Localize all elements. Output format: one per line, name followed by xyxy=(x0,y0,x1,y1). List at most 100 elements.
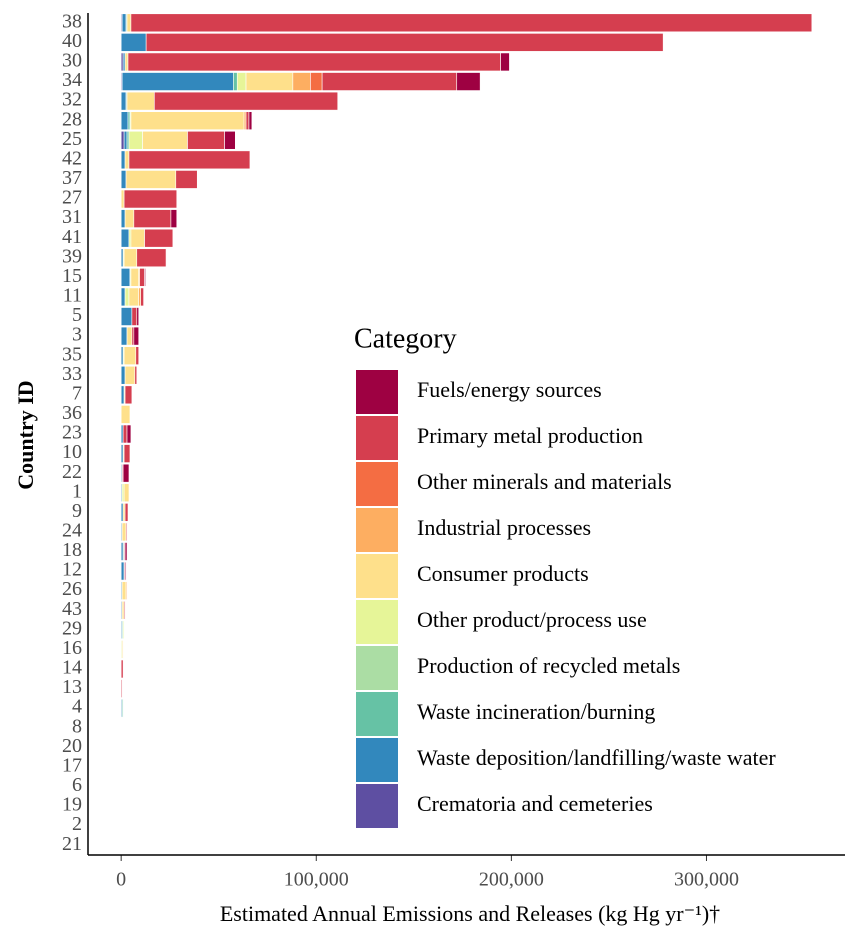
legend-title: Category xyxy=(354,323,457,354)
y-tick-label: 18 xyxy=(62,539,82,561)
y-tick-label: 40 xyxy=(62,30,82,52)
bar-segment xyxy=(130,111,245,131)
y-tick-label: 17 xyxy=(62,754,82,776)
y-tick-label: 5 xyxy=(72,304,82,326)
legend-label: Waste incineration/burning xyxy=(417,699,655,724)
y-tick-label: 1 xyxy=(72,480,82,502)
bar-segment xyxy=(121,581,127,600)
bar-segment xyxy=(124,209,135,228)
legend-label: Other minerals and materials xyxy=(417,469,672,494)
bar-segment xyxy=(123,444,131,463)
bar-segment xyxy=(124,365,136,385)
legend-swatch xyxy=(356,554,398,598)
bar-segment xyxy=(175,170,198,189)
legend-label: Consumer products xyxy=(417,561,589,586)
bar-segment xyxy=(233,72,238,91)
bar-segment xyxy=(456,72,481,91)
x-tick-label: 100,000 xyxy=(284,869,349,891)
bar-segment xyxy=(121,640,124,659)
bar-segment xyxy=(121,13,127,33)
bar-segment xyxy=(154,91,339,111)
bar-segment xyxy=(123,248,138,268)
bar-segment xyxy=(121,522,127,542)
bar-segment xyxy=(142,130,188,150)
bar-segment xyxy=(121,72,234,91)
y-tick-label: 6 xyxy=(72,774,82,796)
bar-segment xyxy=(124,561,127,581)
bar-segment xyxy=(140,287,144,307)
y-tick-label: 13 xyxy=(62,676,82,698)
bar-segment xyxy=(187,130,225,150)
bar-segment xyxy=(120,307,133,326)
y-tick-label: 30 xyxy=(62,50,82,72)
y-tick-label: 3 xyxy=(72,324,82,346)
bar-segment xyxy=(245,72,294,91)
x-axis-label: Estimated Annual Emissions and Releases … xyxy=(220,901,720,926)
bar-segment xyxy=(128,150,251,170)
bar-segment xyxy=(122,424,128,444)
bar-segment xyxy=(120,130,125,150)
bar-segment xyxy=(128,130,143,150)
bar-segment xyxy=(125,581,128,600)
bar-segment xyxy=(122,620,125,640)
bar-segment xyxy=(124,503,129,522)
bar-segment xyxy=(136,307,140,326)
y-tick-label: 43 xyxy=(62,598,82,620)
bar-segment xyxy=(120,91,127,111)
bar-segment xyxy=(123,130,128,150)
bar-segment xyxy=(500,52,510,72)
bar-segment xyxy=(124,52,129,72)
x-tick-label: 200,000 xyxy=(479,869,544,891)
bar-segment xyxy=(133,209,172,228)
bar-segment xyxy=(126,91,155,111)
bar-segment xyxy=(120,659,124,679)
bar-segment xyxy=(124,287,130,307)
legend-label: Waste deposition/landfilling/waste water xyxy=(417,745,776,770)
y-tick-label: 9 xyxy=(72,500,82,522)
bar-segment xyxy=(120,189,125,209)
legend-label: Primary metal production xyxy=(417,423,643,448)
y-tick-label: 27 xyxy=(62,187,82,209)
bar-segment xyxy=(321,72,458,91)
y-tick-label: 19 xyxy=(62,794,82,816)
bar-segment xyxy=(125,522,128,542)
bar-segment xyxy=(120,365,126,385)
legend-label: Production of recycled metals xyxy=(417,653,680,678)
bar-segment xyxy=(131,307,138,326)
legend-swatch xyxy=(356,370,398,414)
bar-segment xyxy=(126,326,133,346)
y-tick-label: 4 xyxy=(72,696,82,718)
bar-segment xyxy=(123,600,126,620)
y-tick-label: 29 xyxy=(62,617,82,639)
bar-segment xyxy=(292,72,311,91)
legend-swatch xyxy=(356,738,398,782)
bar-segment xyxy=(134,365,138,385)
bar-segment xyxy=(136,248,167,268)
bar-segment xyxy=(133,326,140,346)
bar-segment xyxy=(144,268,146,287)
bar-segment xyxy=(170,209,178,228)
legend-swatch xyxy=(356,784,398,828)
bar-segment xyxy=(130,228,145,248)
bar-segment xyxy=(245,111,250,131)
y-tick-label: 15 xyxy=(62,265,82,287)
bar-segment xyxy=(124,385,133,405)
y-tick-label: 10 xyxy=(62,441,82,463)
bar-segment xyxy=(120,287,126,307)
y-tick-label: 21 xyxy=(62,833,82,855)
legend-swatch xyxy=(356,508,398,552)
bar-segment xyxy=(120,33,147,52)
y-tick-label: 38 xyxy=(62,10,82,32)
y-tick-label: 39 xyxy=(62,245,82,267)
bar-segment xyxy=(123,189,178,209)
bar-segment xyxy=(144,228,174,248)
bar-segment xyxy=(122,463,130,483)
bar-segment xyxy=(120,385,125,405)
y-tick-label: 22 xyxy=(62,461,82,483)
y-tick-label: 12 xyxy=(62,559,82,581)
bar-segment xyxy=(236,72,247,91)
legend-label: Other product/process use xyxy=(417,607,647,632)
y-tick-label: 20 xyxy=(62,735,82,757)
bar-segment xyxy=(130,268,140,287)
